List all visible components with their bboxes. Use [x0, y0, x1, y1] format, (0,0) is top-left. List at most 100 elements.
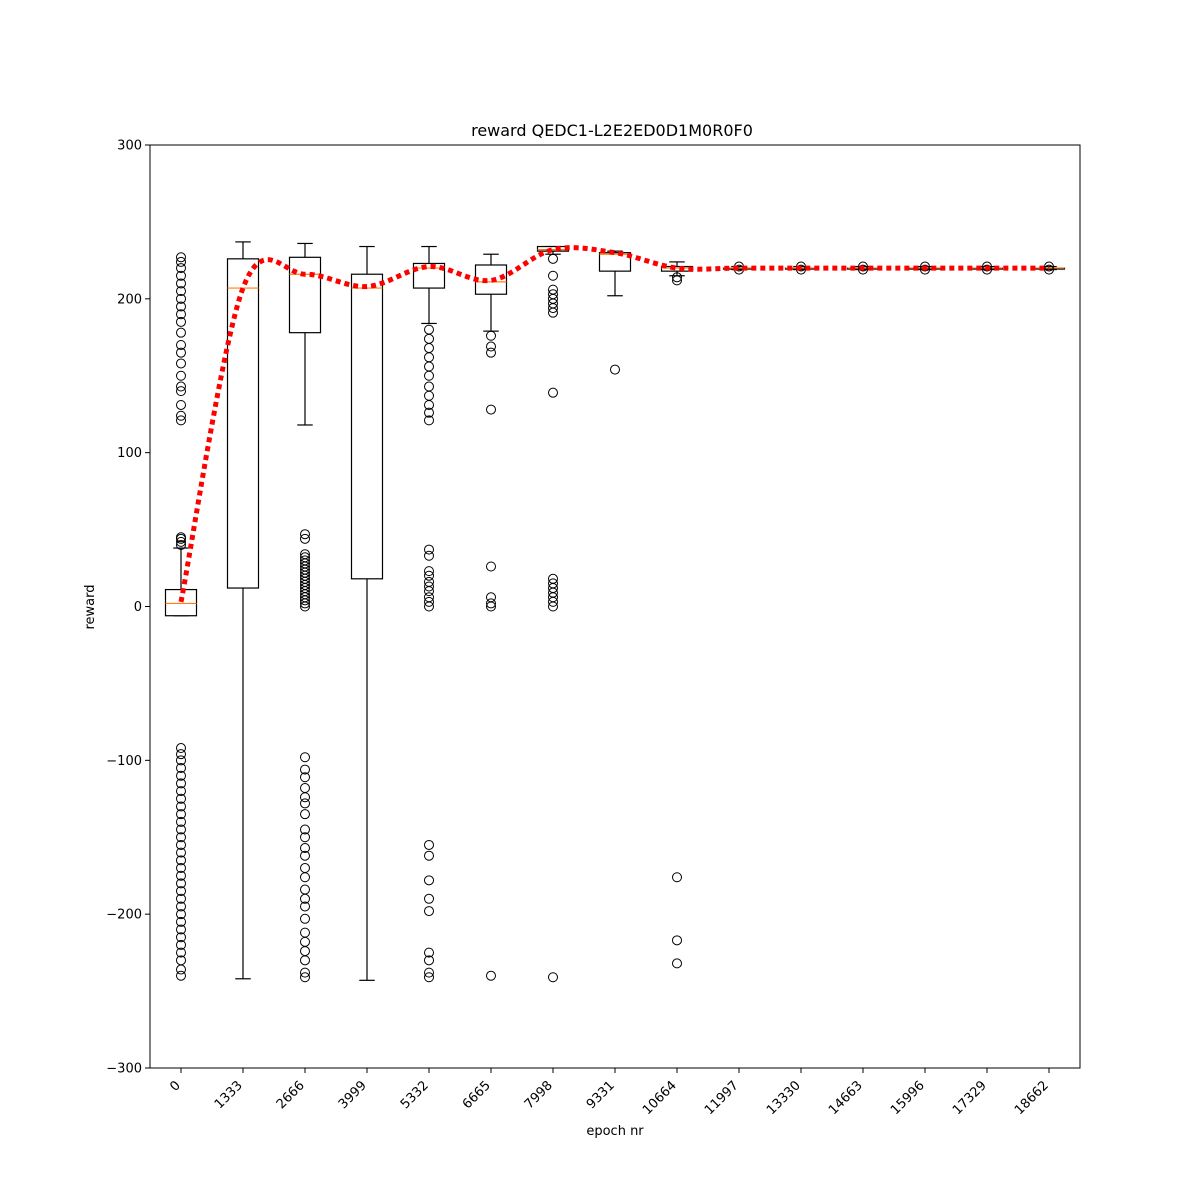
outlier-point	[424, 581, 434, 592]
outlier-point	[424, 596, 434, 607]
outlier-point	[424, 381, 434, 392]
outlier-point	[672, 272, 682, 283]
outlier-point	[176, 743, 186, 754]
chart-title: reward QEDC1-L2E2ED0D1M0R0F0	[471, 121, 753, 140]
outlier-point	[176, 863, 186, 874]
outlier-point	[176, 278, 186, 289]
outlier-point	[176, 901, 186, 912]
outlier-point	[176, 755, 186, 766]
y-tick-label: 100	[117, 446, 142, 461]
outlier-point	[424, 415, 434, 426]
outlier-point	[176, 399, 186, 410]
outlier-point	[176, 824, 186, 835]
outlier-point	[176, 309, 186, 320]
outlier-point	[300, 798, 310, 809]
outlier-point	[300, 893, 310, 904]
box-iqr	[598, 252, 632, 272]
outlier-point	[920, 264, 930, 275]
outlier-point	[176, 886, 186, 897]
outlier-point	[548, 289, 558, 300]
outlier-point	[858, 261, 868, 272]
outlier-point	[176, 947, 186, 958]
outlier-point	[176, 415, 186, 426]
outlier-point	[424, 839, 434, 850]
outlier-point	[176, 832, 186, 843]
outlier-point	[424, 955, 434, 966]
outlier-point	[424, 570, 434, 581]
y-tick-label: 0	[134, 600, 142, 615]
outlier-point	[176, 801, 186, 812]
mean-trend-line	[178, 245, 1049, 603]
outlier-point	[176, 358, 186, 369]
outlier-point	[920, 261, 930, 272]
outlier-point	[672, 275, 682, 286]
x-axis-label: epoch nr	[586, 1124, 644, 1139]
y-axis-label: reward	[83, 584, 98, 629]
outlier-point	[300, 529, 310, 540]
outlier-point	[548, 972, 558, 983]
outlier-point	[300, 555, 310, 566]
outlier-point	[300, 549, 310, 560]
outlier-point	[176, 893, 186, 904]
outlier-point	[672, 935, 682, 946]
outlier-point	[486, 330, 496, 341]
y-tick-label: −100	[106, 754, 142, 769]
box-plot-group	[536, 245, 570, 983]
outlier-point	[672, 958, 682, 969]
outlier-point	[672, 872, 682, 883]
outlier-point	[424, 875, 434, 886]
outlier-point	[176, 339, 186, 350]
outlier-point	[176, 386, 186, 397]
outlier-point	[300, 752, 310, 763]
outlier-point	[300, 843, 310, 854]
outlier-point	[176, 909, 186, 920]
box-plot-group	[350, 245, 384, 981]
y-axis: −300 −200 −100 0 100 200 300	[106, 139, 150, 1077]
outlier-point	[300, 824, 310, 835]
outlier-point	[424, 550, 434, 561]
outlier-point	[486, 341, 496, 352]
outlier-point	[176, 301, 186, 312]
outlier-point	[176, 256, 186, 267]
outlier-point	[486, 592, 496, 603]
outlier-point	[300, 872, 310, 883]
outlier-point	[300, 772, 310, 783]
outlier-point	[486, 404, 496, 415]
outlier-point	[176, 316, 186, 327]
outlier-point	[176, 381, 186, 392]
outlier-point	[982, 264, 992, 275]
plot-area	[164, 241, 1066, 983]
box-plot-group	[164, 252, 198, 981]
outlier-point	[486, 347, 496, 358]
outlier-point	[300, 832, 310, 843]
outlier-point	[176, 327, 186, 338]
outlier-point	[176, 786, 186, 797]
outlier-point	[982, 261, 992, 272]
outlier-point	[176, 532, 186, 543]
outlier-point	[548, 578, 558, 589]
outlier-point	[486, 561, 496, 572]
outlier-point	[486, 598, 496, 609]
box-plot-group	[660, 261, 694, 969]
outlier-point	[176, 793, 186, 804]
box-iqr	[226, 258, 260, 589]
box-iqr	[350, 273, 384, 580]
outlier-point	[176, 778, 186, 789]
outlier-point	[300, 552, 310, 563]
outlier-point	[424, 850, 434, 861]
outlier-point	[176, 839, 186, 850]
outlier-point	[300, 850, 310, 861]
outlier-point	[548, 253, 558, 264]
outlier-point	[300, 901, 310, 912]
outlier-point	[610, 364, 620, 375]
outlier-point	[300, 955, 310, 966]
y-tick-label: −200	[106, 908, 142, 923]
outlier-point	[424, 947, 434, 958]
outlier-point	[486, 970, 496, 981]
outlier-point	[176, 770, 186, 781]
outlier-point	[176, 970, 186, 981]
outlier-point	[176, 536, 186, 547]
outlier-point	[424, 324, 434, 335]
outlier-point	[176, 939, 186, 950]
